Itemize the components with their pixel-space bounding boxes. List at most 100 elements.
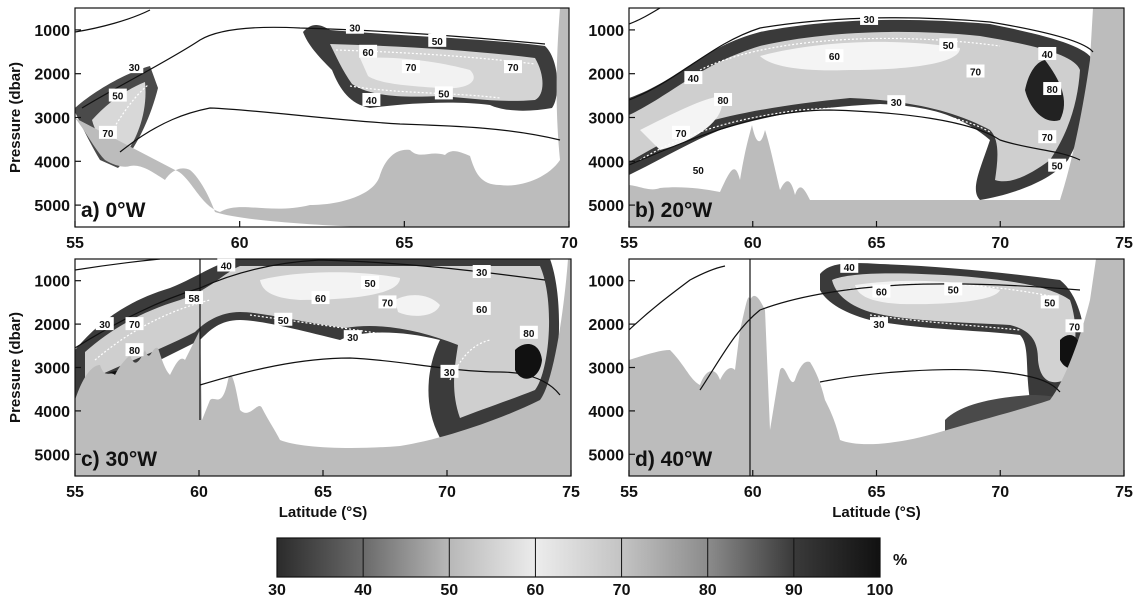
contour-label-text: 50 (948, 285, 960, 296)
panel-a-xtick-label: 55 (66, 235, 84, 252)
panel-a-contour-label: 30 (125, 60, 144, 74)
panel-b-ytick-label: 3000 (588, 111, 624, 128)
contour-label-bg (98, 125, 117, 139)
contour-label-text: 50 (943, 41, 955, 52)
contour-label-text: 70 (675, 129, 687, 140)
panel-b-contour-label: 50 (939, 38, 958, 52)
contour-label-text: 70 (405, 63, 417, 74)
colorbar-tick-label: 40 (354, 582, 372, 599)
panel-b-contour-label: 30 (887, 95, 906, 109)
contour-label-text: 50 (1044, 298, 1056, 309)
panel-a-xtick-label: 65 (395, 235, 413, 252)
contour-label-text: 50 (1052, 162, 1064, 173)
panel-c-ytick-label: 3000 (34, 361, 70, 378)
contour-label-text: 30 (476, 268, 488, 279)
panel-b-xtick-label: 75 (1115, 235, 1133, 252)
panel-b-contour-label: 80 (714, 92, 733, 107)
contour-label-text: 50 (112, 92, 124, 103)
contour-label-bg (472, 301, 491, 315)
panel-c-contour-label: 30 (95, 317, 114, 331)
panel-c-ytick-label: 1000 (34, 274, 70, 291)
panel-d-xtick-label: 65 (868, 484, 886, 501)
contour-label-text: 40 (221, 262, 233, 273)
panel-c-contour-label: 70 (378, 295, 397, 309)
contour-label-bg (825, 49, 844, 63)
panel-b-core-inner (640, 41, 960, 150)
panel-a-ytick-label: 2000 (34, 67, 70, 84)
contour-label-text: 30 (444, 368, 456, 379)
contour-label-text: 70 (102, 129, 114, 140)
panel-a-label: a) 0°W (81, 199, 146, 222)
contour-label-bg (311, 291, 330, 305)
panel-a-ytick-label: 5000 (34, 198, 70, 215)
panel-b-xtick-label: 65 (868, 235, 886, 252)
panel-b-contour-label: 40 (1038, 46, 1057, 61)
colorbar-tick-label: 30 (268, 582, 286, 599)
contour-label-text: 50 (278, 316, 290, 327)
panel-c-contour-label: 60 (472, 301, 491, 316)
contour-label-bg (671, 125, 690, 139)
contour-label-bg (343, 330, 362, 344)
contour-label-text: 40 (366, 96, 378, 107)
contour-label-text: 80 (1047, 85, 1059, 96)
contour-label-text: 30 (347, 333, 359, 344)
contour-label-text: 50 (432, 37, 444, 48)
contour-label-bg (869, 317, 888, 331)
panel-d-axes: 55 60 65 70 75 1000 2000 3000 4000 5000 d) 40°W 40 6… (588, 259, 1133, 521)
contour-label-bg (440, 364, 459, 378)
panel-d-contour-label: 70 (1065, 319, 1084, 333)
contour-label-text: 60 (829, 52, 841, 63)
contour-label-bg (504, 60, 523, 74)
contour-label-text: 70 (382, 298, 394, 309)
contour-label-text: 80 (717, 96, 729, 107)
contour-label-text: 70 (507, 63, 519, 74)
contour-label-text: 60 (876, 288, 888, 299)
panel-a-ytick-label: 3000 (34, 111, 70, 128)
contour-label-bg (1038, 130, 1057, 144)
colorbar-tick-label: 60 (527, 582, 545, 599)
panel-d-ytick-label: 4000 (588, 404, 624, 421)
panel-c-bathymetry (75, 259, 571, 476)
contour-label-bg (1040, 295, 1059, 309)
contour-label-bg (95, 317, 114, 331)
contour-label-bg (125, 343, 144, 357)
panel-d-contour-label: 40 (840, 259, 859, 274)
panel-d-bathymetry (629, 259, 1124, 476)
panel-c-xtick-label: 70 (438, 484, 456, 501)
panel-c-xtick-label: 55 (66, 484, 84, 501)
panel-b-ytick-label: 2000 (588, 67, 624, 84)
panel-a-contour-label: 70 (98, 125, 117, 140)
axes-layer: 55 60 65 70 1000 2000 3000 4000 5000 a) 0°W 30 50 70… (7, 11, 1133, 521)
contour-label-text: 60 (363, 48, 375, 59)
contour-label-bg (472, 265, 491, 279)
colorbar-tick-label: 90 (785, 582, 803, 599)
panel-c-contour-label: 30 (440, 364, 459, 379)
contour-label-bg (1065, 319, 1084, 333)
contour-label-bg (966, 64, 985, 78)
panel-b-axes: 55 60 65 70 75 1000 2000 3000 4000 5000 b) 20°W 30 5… (588, 11, 1133, 252)
contour-label-text: 80 (129, 346, 141, 357)
panel-c-core-inner (260, 272, 440, 316)
panel-d-xtick-label: 70 (991, 484, 1009, 501)
panel-d-contour-label: 50 (1040, 295, 1059, 309)
contour-label-text: 30 (864, 15, 876, 26)
contour-label-bg (378, 295, 397, 309)
contour-label-text: 40 (1042, 50, 1054, 61)
panel-d-xtick-label: 55 (620, 484, 638, 501)
colorbar-tick-label: 80 (699, 582, 717, 599)
contour-label-text: 60 (315, 294, 327, 305)
colorbar: 30 40 50 60 70 80 90 100 % (268, 537, 907, 599)
colorbar-tick-label: 70 (613, 582, 631, 599)
contour-label-bg (860, 11, 879, 25)
colorbar-unit: % (893, 552, 907, 569)
panel-c-contour-label: 58 (185, 291, 204, 305)
contour-label-text: 40 (844, 263, 856, 274)
contour-label-bg (217, 258, 236, 272)
panel-d (629, 259, 1124, 476)
panel-d-ytick-label: 2000 (588, 317, 624, 334)
contour-label-text: 70 (1042, 133, 1054, 144)
panel-d-ytick-label: 1000 (588, 274, 624, 291)
contour-label-text: 60 (476, 305, 488, 316)
panel-d-xtick-label: 75 (1115, 484, 1133, 501)
